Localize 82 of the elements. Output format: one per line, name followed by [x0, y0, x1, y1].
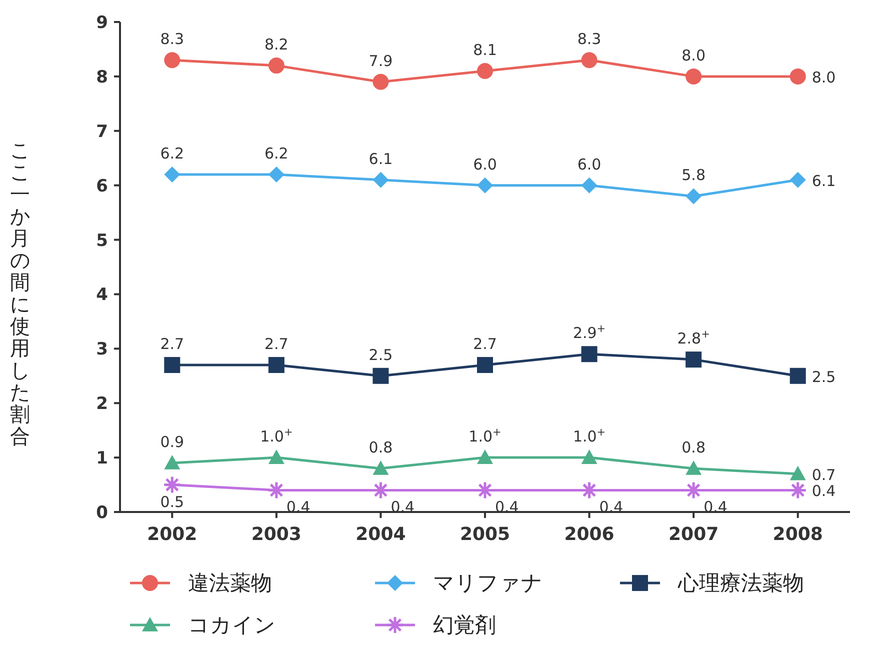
data-label: 6.1	[368, 150, 393, 168]
x-tick-label: 2008	[772, 524, 823, 545]
point	[268, 58, 284, 74]
data-label: 2.5	[368, 346, 393, 364]
point	[162, 476, 182, 494]
y-tick-label: 1	[96, 448, 108, 469]
point	[790, 172, 806, 188]
data-label: 6.2	[264, 144, 288, 162]
x-tick-label: 2002	[147, 524, 198, 545]
point	[686, 188, 702, 204]
data-label: 6.2	[160, 144, 184, 162]
y-axis-title: ここ一か月の間に使用した割合	[10, 138, 30, 448]
x-tick-label: 2003	[251, 524, 302, 545]
data-label: 5.8	[682, 166, 706, 184]
point	[268, 166, 284, 182]
point	[790, 368, 806, 384]
point	[477, 63, 493, 79]
point	[477, 177, 493, 194]
point	[477, 450, 493, 464]
y-tick-label: 9	[96, 13, 108, 33]
point	[268, 357, 284, 373]
x-tick-label: 2005	[460, 524, 510, 545]
data-label: 0.9	[160, 433, 184, 451]
point	[686, 68, 702, 84]
data-label: 8.2	[264, 36, 288, 54]
data-label: 8.3	[577, 30, 602, 48]
y-tick-label: 7	[96, 122, 108, 142]
data-label: 1.0$^{+}$	[468, 426, 502, 446]
data-label: 0.7	[812, 466, 836, 484]
data-label: 6.1	[812, 172, 836, 190]
point	[164, 52, 180, 68]
point	[581, 450, 598, 464]
point	[790, 68, 806, 84]
data-label: 2.7	[473, 335, 497, 353]
data-label: 7.9	[368, 52, 393, 70]
point	[372, 368, 389, 384]
y-tick-label: 3	[96, 340, 108, 360]
point	[372, 74, 389, 90]
y-tick-label: 2	[96, 394, 108, 414]
data-label: 0.4	[812, 482, 836, 500]
data-label: 2.7	[160, 335, 184, 353]
data-label: 2.7	[264, 335, 288, 353]
data-label: 8.0	[682, 46, 706, 64]
data-label: 6.0	[473, 155, 497, 174]
legend-label: コカイン	[188, 613, 276, 637]
y-tick-label: 4	[96, 285, 108, 306]
data-label: 8.3	[160, 30, 184, 48]
point	[581, 346, 598, 362]
y-tick-label: 5	[96, 230, 108, 251]
data-label: 1.0$^{+}$	[572, 426, 606, 446]
data-label: 8.1	[473, 41, 497, 59]
x-tick-label: 2006	[564, 524, 614, 545]
point	[372, 172, 389, 188]
x-tick-label: 2004	[356, 524, 406, 545]
x-tick-label: 2007	[668, 524, 719, 545]
point	[790, 466, 806, 480]
y-tick-label: 0	[96, 503, 108, 523]
data-label: 2.9$^{+}$	[572, 323, 606, 342]
data-label: 0.8	[682, 438, 706, 456]
point	[686, 460, 702, 475]
point	[268, 450, 284, 464]
data-label: 0.8	[368, 438, 393, 456]
legend-label: 心理療法薬物	[677, 571, 804, 595]
point	[581, 177, 598, 194]
point	[686, 352, 702, 368]
data-label: 0.5	[160, 492, 184, 511]
point	[164, 455, 180, 470]
legend-label: マリファナ	[433, 571, 543, 595]
point	[581, 52, 598, 68]
y-tick-label: 6	[96, 176, 108, 196]
data-label: 6.0	[577, 155, 602, 174]
data-label: 2.5	[812, 368, 836, 386]
data-label: 1.0$^{+}$	[260, 426, 293, 446]
point	[372, 460, 389, 475]
point	[164, 166, 180, 182]
point	[164, 357, 180, 373]
y-tick-label: 8	[96, 67, 108, 88]
legend-label: 違法薬物	[188, 571, 272, 595]
data-label: 2.8$^{+}$	[677, 328, 710, 348]
legend-label: 幻覚剤	[433, 613, 496, 637]
point	[477, 357, 493, 373]
data-label: 8.0	[812, 68, 836, 86]
